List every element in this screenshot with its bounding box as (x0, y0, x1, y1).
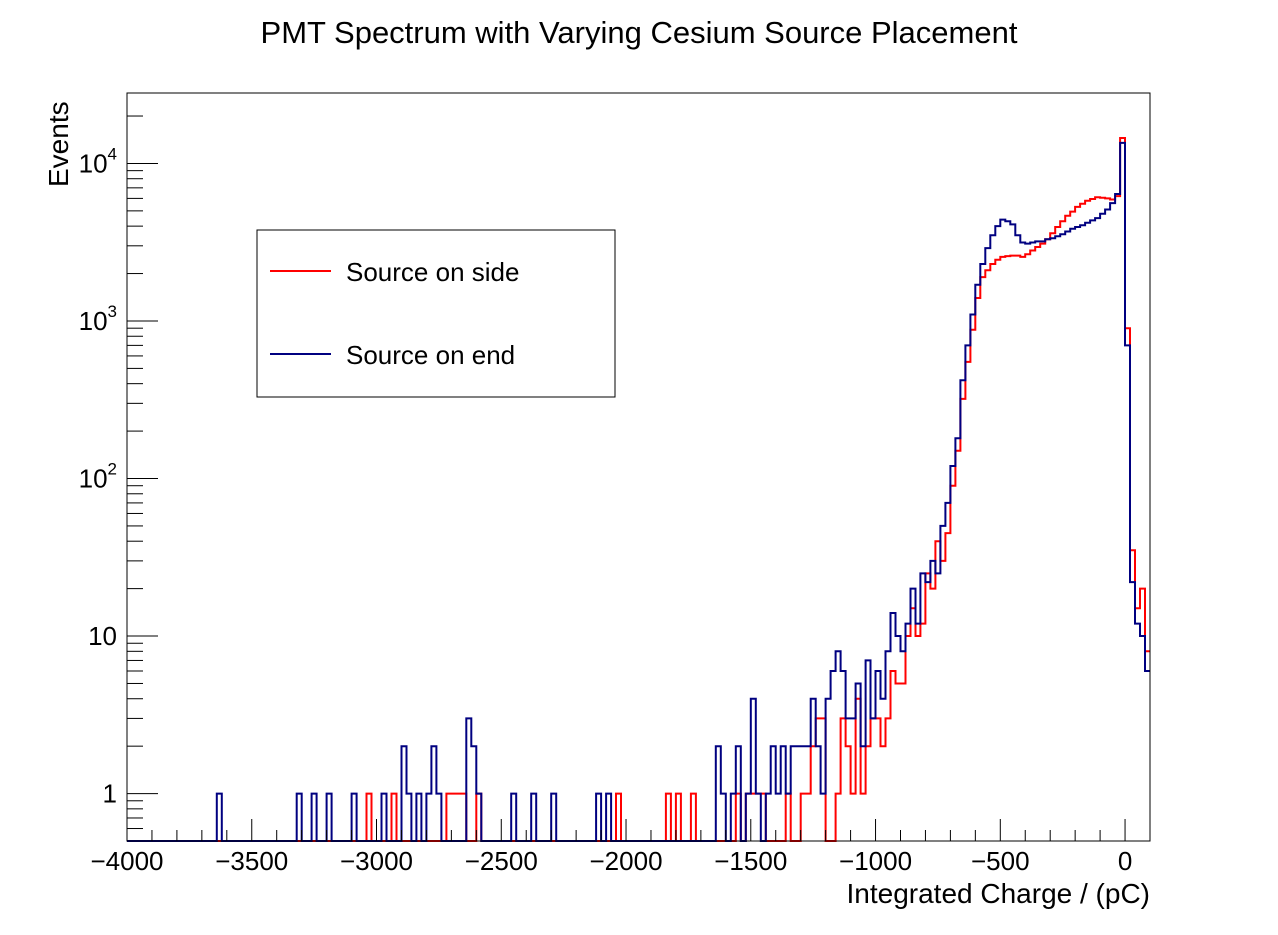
legend-label-end: Source on end (346, 340, 515, 370)
y-tick-label: 103 (79, 302, 117, 336)
plot-frame (126, 92, 1151, 842)
x-tick-label: −2500 (465, 846, 538, 876)
x-axis-label: Integrated Charge / (pC) (847, 878, 1151, 909)
y-axis-label: Events (43, 101, 74, 187)
x-tick-label: −4000 (90, 846, 163, 876)
y-tick-label: 104 (79, 144, 117, 178)
y-tick-label: 10 (88, 621, 117, 651)
legend: Source on side Source on end (256, 229, 616, 398)
x-tick-label: −3500 (215, 846, 288, 876)
y-tick-label: 1 (103, 779, 117, 809)
x-tick-label: −2000 (590, 846, 663, 876)
legend-box (256, 229, 616, 398)
legend-label-side: Source on side (346, 257, 519, 287)
chart-title: PMT Spectrum with Varying Cesium Source … (261, 15, 1018, 50)
x-tick-label: −1500 (714, 846, 787, 876)
x-tick-label: −1000 (839, 846, 912, 876)
histogram-series-1 (127, 141, 1150, 842)
x-tick-label: −500 (971, 846, 1030, 876)
plot-area (127, 137, 1150, 842)
y-tick-label: 102 (79, 460, 117, 494)
x-tick-label: 0 (1118, 846, 1132, 876)
axes: −4000 −3500 −3000 −2500 −2000 −1500 −1000 −500 0… (79, 115, 1151, 876)
x-tick-label: −3000 (340, 846, 413, 876)
